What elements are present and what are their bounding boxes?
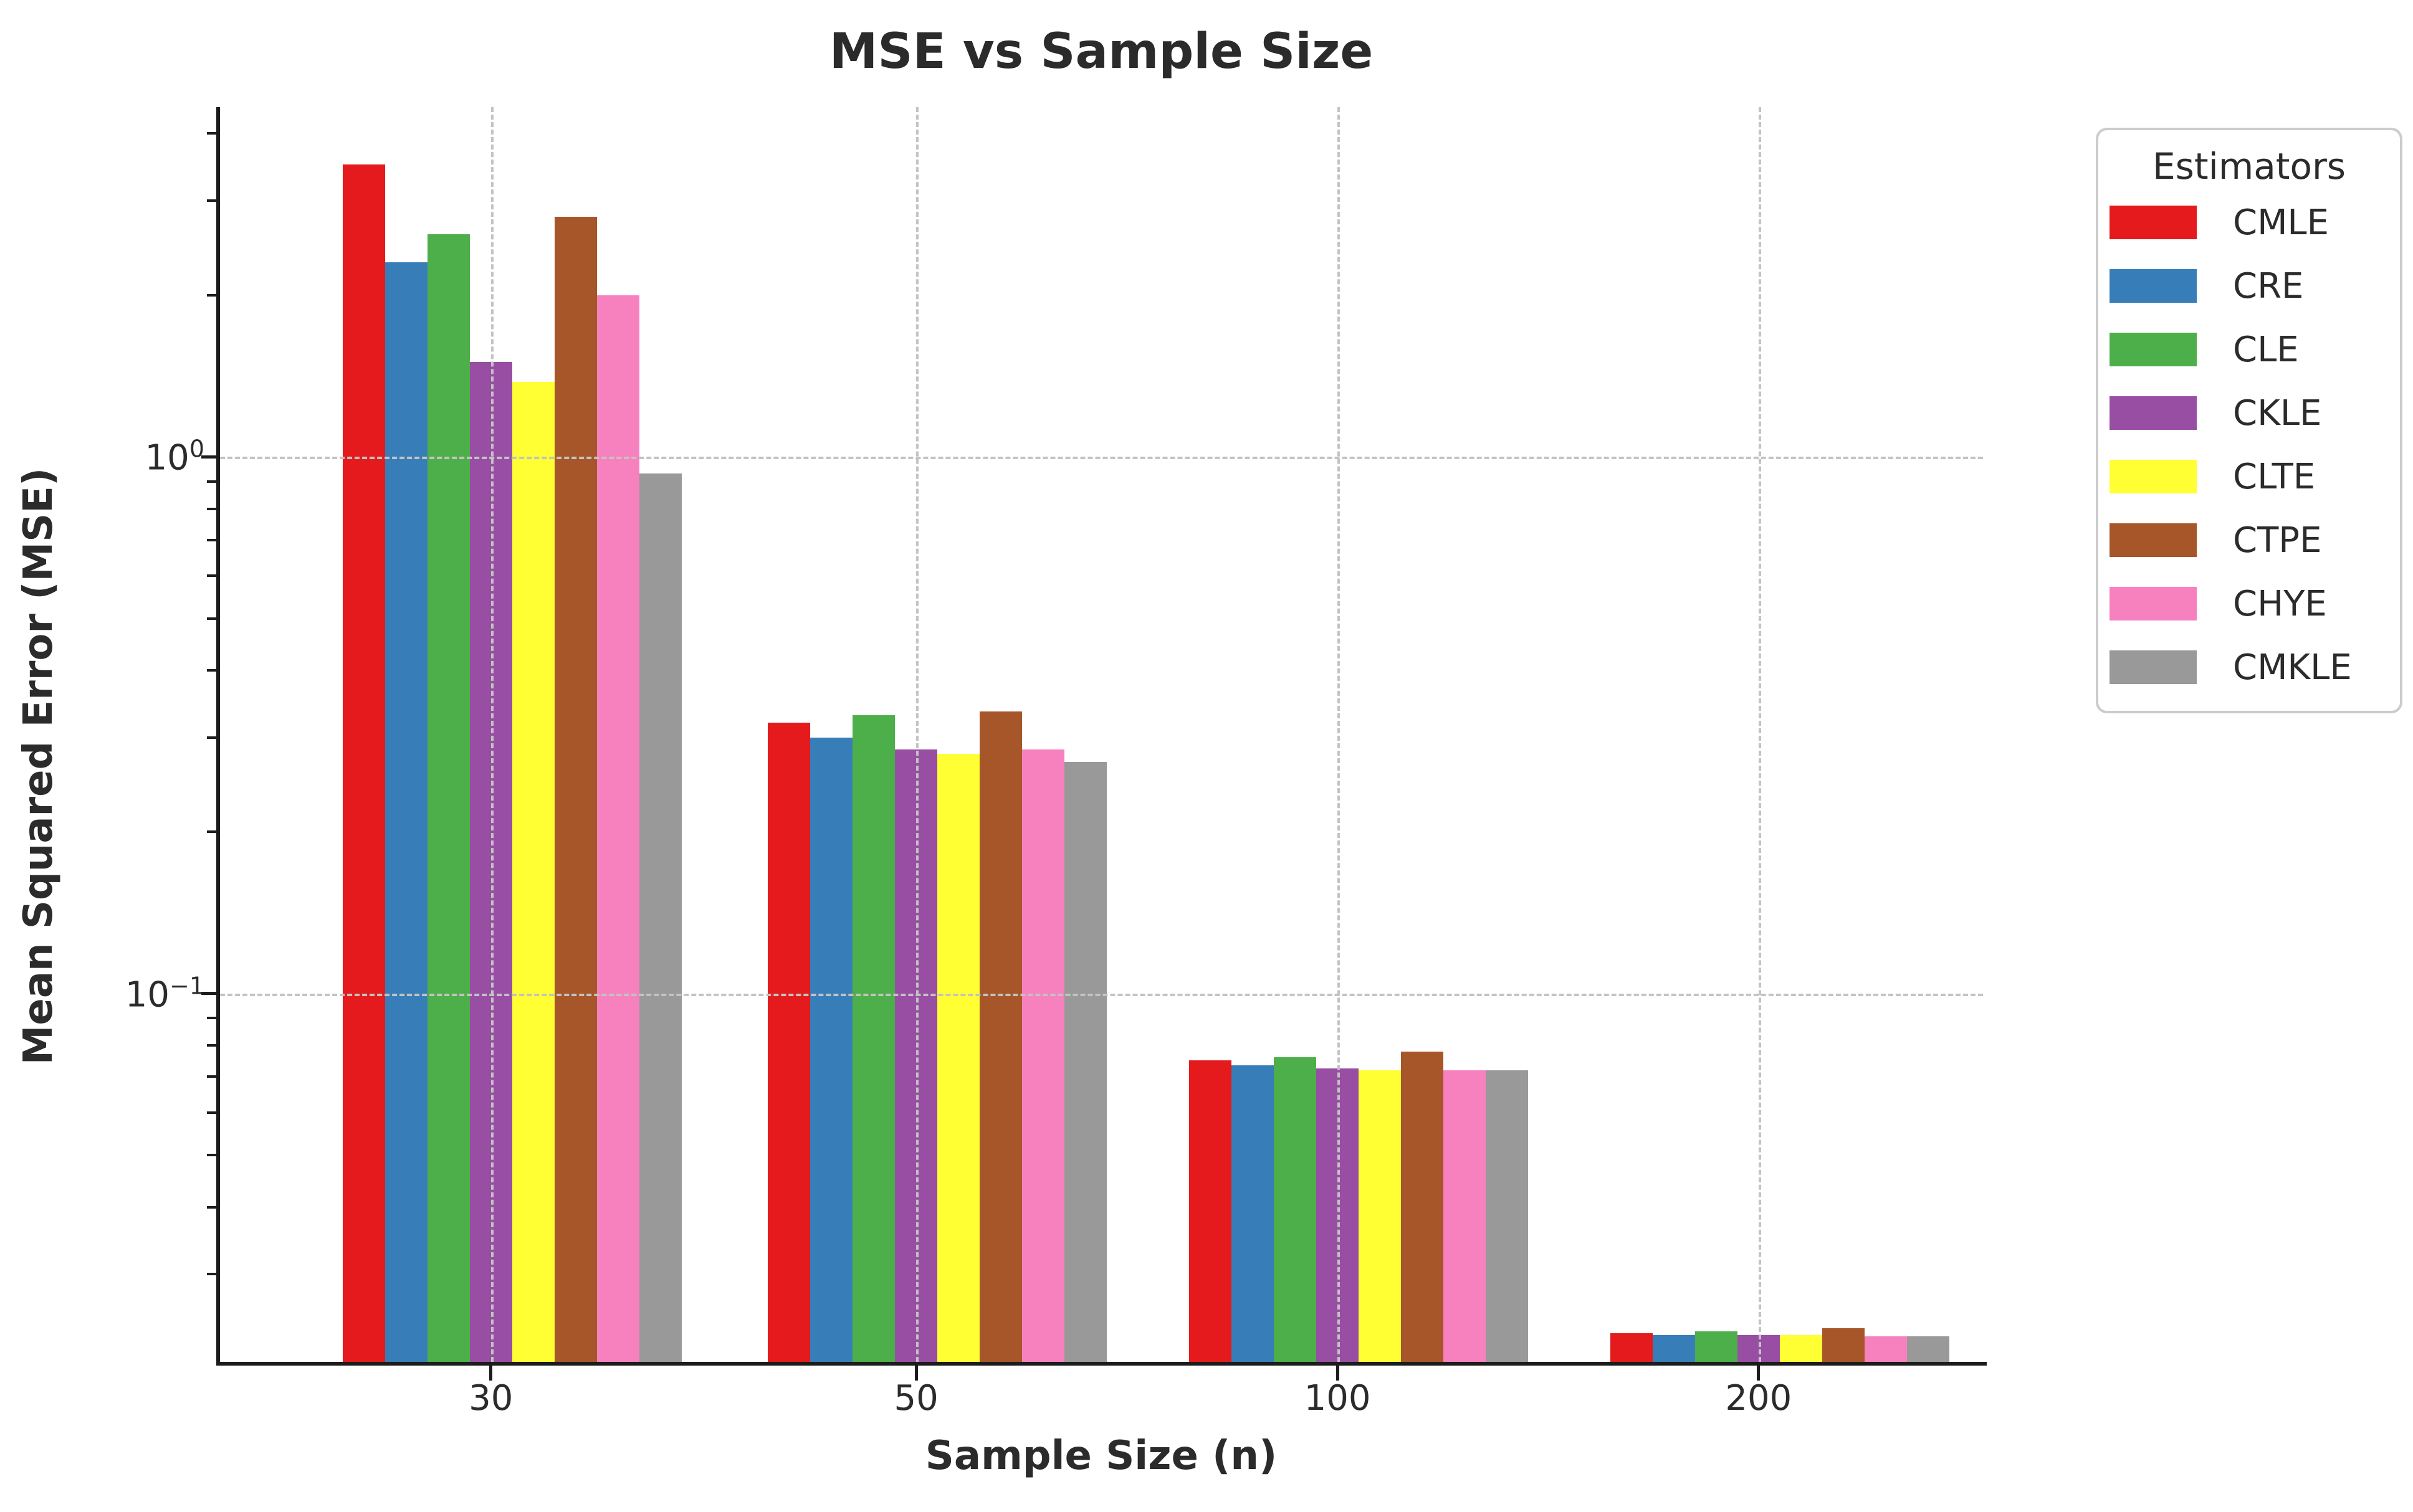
x-tick-label-200: 200 [1725, 1378, 1792, 1419]
legend-rows: CMLE CRE CLE CKLE CLTE CTPE CHYE CMKLE [2098, 202, 2400, 688]
bar-cre-n30 [385, 262, 428, 1362]
y-minor-tick-0.7000000000000001 [207, 538, 216, 541]
bar-chye-n100 [1443, 1070, 1486, 1362]
y-tick-label-10e−1: 10−1 [125, 972, 204, 1015]
y-minor-tick-0.09 [207, 1017, 216, 1020]
bar-cmkle-n50 [1064, 762, 1107, 1362]
bar-cmle-n100 [1189, 1060, 1232, 1362]
legend-row-chye: CHYE [2110, 583, 2400, 624]
y-tick-label-10e0: 100 [145, 435, 204, 478]
y-minor-tick-0.9 [207, 480, 216, 483]
x-axis-label: Sample Size (n) [925, 1433, 1278, 1479]
gridline-x-100 [1337, 107, 1340, 1362]
bar-cle-n200 [1694, 1331, 1737, 1362]
x-tick-100 [1336, 1366, 1339, 1381]
bar-cmkle-n200 [1906, 1336, 1949, 1362]
legend-row-cmle: CMLE [2110, 202, 2400, 243]
legend-row-ctpe: CTPE [2110, 520, 2400, 561]
x-tick-50 [914, 1366, 918, 1381]
x-axis-spine [216, 1362, 1987, 1366]
y-minor-tick-0.03 [207, 1273, 216, 1276]
legend-row-cmkle: CMKLE [2110, 647, 2400, 688]
x-tick-label-100: 100 [1304, 1378, 1371, 1419]
legend-swatch-ckle [2110, 396, 2197, 430]
legend-label-cmkle: CMKLE [2233, 647, 2352, 688]
bar-chye-n200 [1864, 1336, 1907, 1362]
gridline-x-30 [490, 107, 494, 1362]
bar-ctpe-n30 [554, 216, 597, 1362]
y-axis-label: Mean Squared Error (MSE) [16, 467, 62, 1065]
y-tick-10e0 [201, 455, 216, 459]
gridline-y-10e−1 [220, 993, 1983, 996]
bar-cmle-n200 [1610, 1333, 1653, 1362]
y-minor-tick-0.08 [207, 1044, 216, 1047]
x-tick-label-30: 30 [469, 1378, 514, 1419]
legend-swatch-clte [2110, 460, 2197, 493]
gridline-x-200 [1758, 107, 1761, 1362]
legend-swatch-cre [2110, 269, 2197, 303]
bar-clte-n30 [512, 381, 555, 1362]
legend-row-clte: CLTE [2110, 456, 2400, 497]
y-minor-tick-0.2 [207, 830, 216, 834]
bar-cre-n100 [1231, 1065, 1274, 1362]
bar-cle-n30 [427, 234, 470, 1362]
y-tick-10e−1 [201, 992, 216, 996]
gridline-y-10e0 [220, 457, 1983, 460]
y-minor-tick-0.5 [207, 617, 216, 620]
legend-box: Estimators CMLE CRE CLE CKLE CLTE CTPE CHYE CMK… [2096, 128, 2402, 713]
legend-label-ckle: CKLE [2233, 392, 2322, 434]
plot-area [201, 107, 1987, 1381]
y-minor-tick-0.30000000000000004 [207, 736, 216, 739]
y-minor-tick-0.8 [207, 507, 216, 510]
legend-label-clte: CLTE [2233, 456, 2316, 497]
legend-swatch-ctpe [2110, 523, 2197, 557]
x-tick-30 [489, 1366, 493, 1381]
y-axis-spine [216, 107, 220, 1366]
legend-label-ctpe: CTPE [2233, 520, 2322, 561]
y-minor-tick-0.05 [207, 1154, 216, 1157]
x-tick-200 [1757, 1366, 1761, 1381]
bar-ctpe-n200 [1822, 1328, 1865, 1362]
bar-cmkle-n100 [1486, 1070, 1529, 1362]
legend-title: Estimators [2152, 145, 2346, 188]
bar-clte-n100 [1359, 1070, 1402, 1362]
y-minor-tick-0.06 [207, 1111, 216, 1114]
bar-ctpe-n100 [1401, 1051, 1444, 1362]
bar-cre-n50 [810, 737, 853, 1362]
legend-swatch-chye [2110, 587, 2197, 620]
legend-label-cmle: CMLE [2233, 202, 2329, 243]
bar-clte-n50 [937, 753, 980, 1362]
y-minor-tick-0.6000000000000001 [207, 574, 216, 578]
y-minor-tick-4 [207, 132, 216, 135]
legend-label-cre: CRE [2233, 265, 2304, 307]
y-minor-tick-0.4 [207, 669, 216, 672]
legend-label-cle: CLE [2233, 329, 2299, 370]
bar-chye-n30 [596, 295, 639, 1362]
legend-row-cre: CRE [2110, 266, 2400, 307]
y-minor-tick-3 [207, 199, 216, 202]
chart-title: MSE vs Sample Size [829, 24, 1374, 80]
bar-cre-n200 [1652, 1335, 1695, 1362]
legend-swatch-cle [2110, 333, 2197, 366]
x-tick-label-50: 50 [894, 1378, 939, 1419]
bar-cmle-n30 [342, 164, 385, 1362]
legend-row-ckle: CKLE [2110, 393, 2400, 434]
legend-row-cle: CLE [2110, 329, 2400, 370]
y-minor-tick-2 [207, 293, 216, 297]
bar-ctpe-n50 [980, 711, 1023, 1362]
legend-swatch-cmle [2110, 206, 2197, 239]
legend-label-chye: CHYE [2233, 583, 2327, 624]
bar-cle-n50 [853, 715, 896, 1362]
gridline-x-50 [916, 107, 919, 1362]
y-minor-tick-0.04 [207, 1205, 216, 1209]
bar-cle-n100 [1274, 1057, 1317, 1362]
bar-cmkle-n30 [639, 473, 682, 1362]
bar-chye-n50 [1022, 749, 1065, 1362]
bar-clte-n200 [1779, 1335, 1822, 1362]
legend-swatch-cmkle [2110, 650, 2197, 684]
y-minor-tick-0.07 [207, 1075, 216, 1078]
bar-cmle-n50 [768, 722, 811, 1362]
